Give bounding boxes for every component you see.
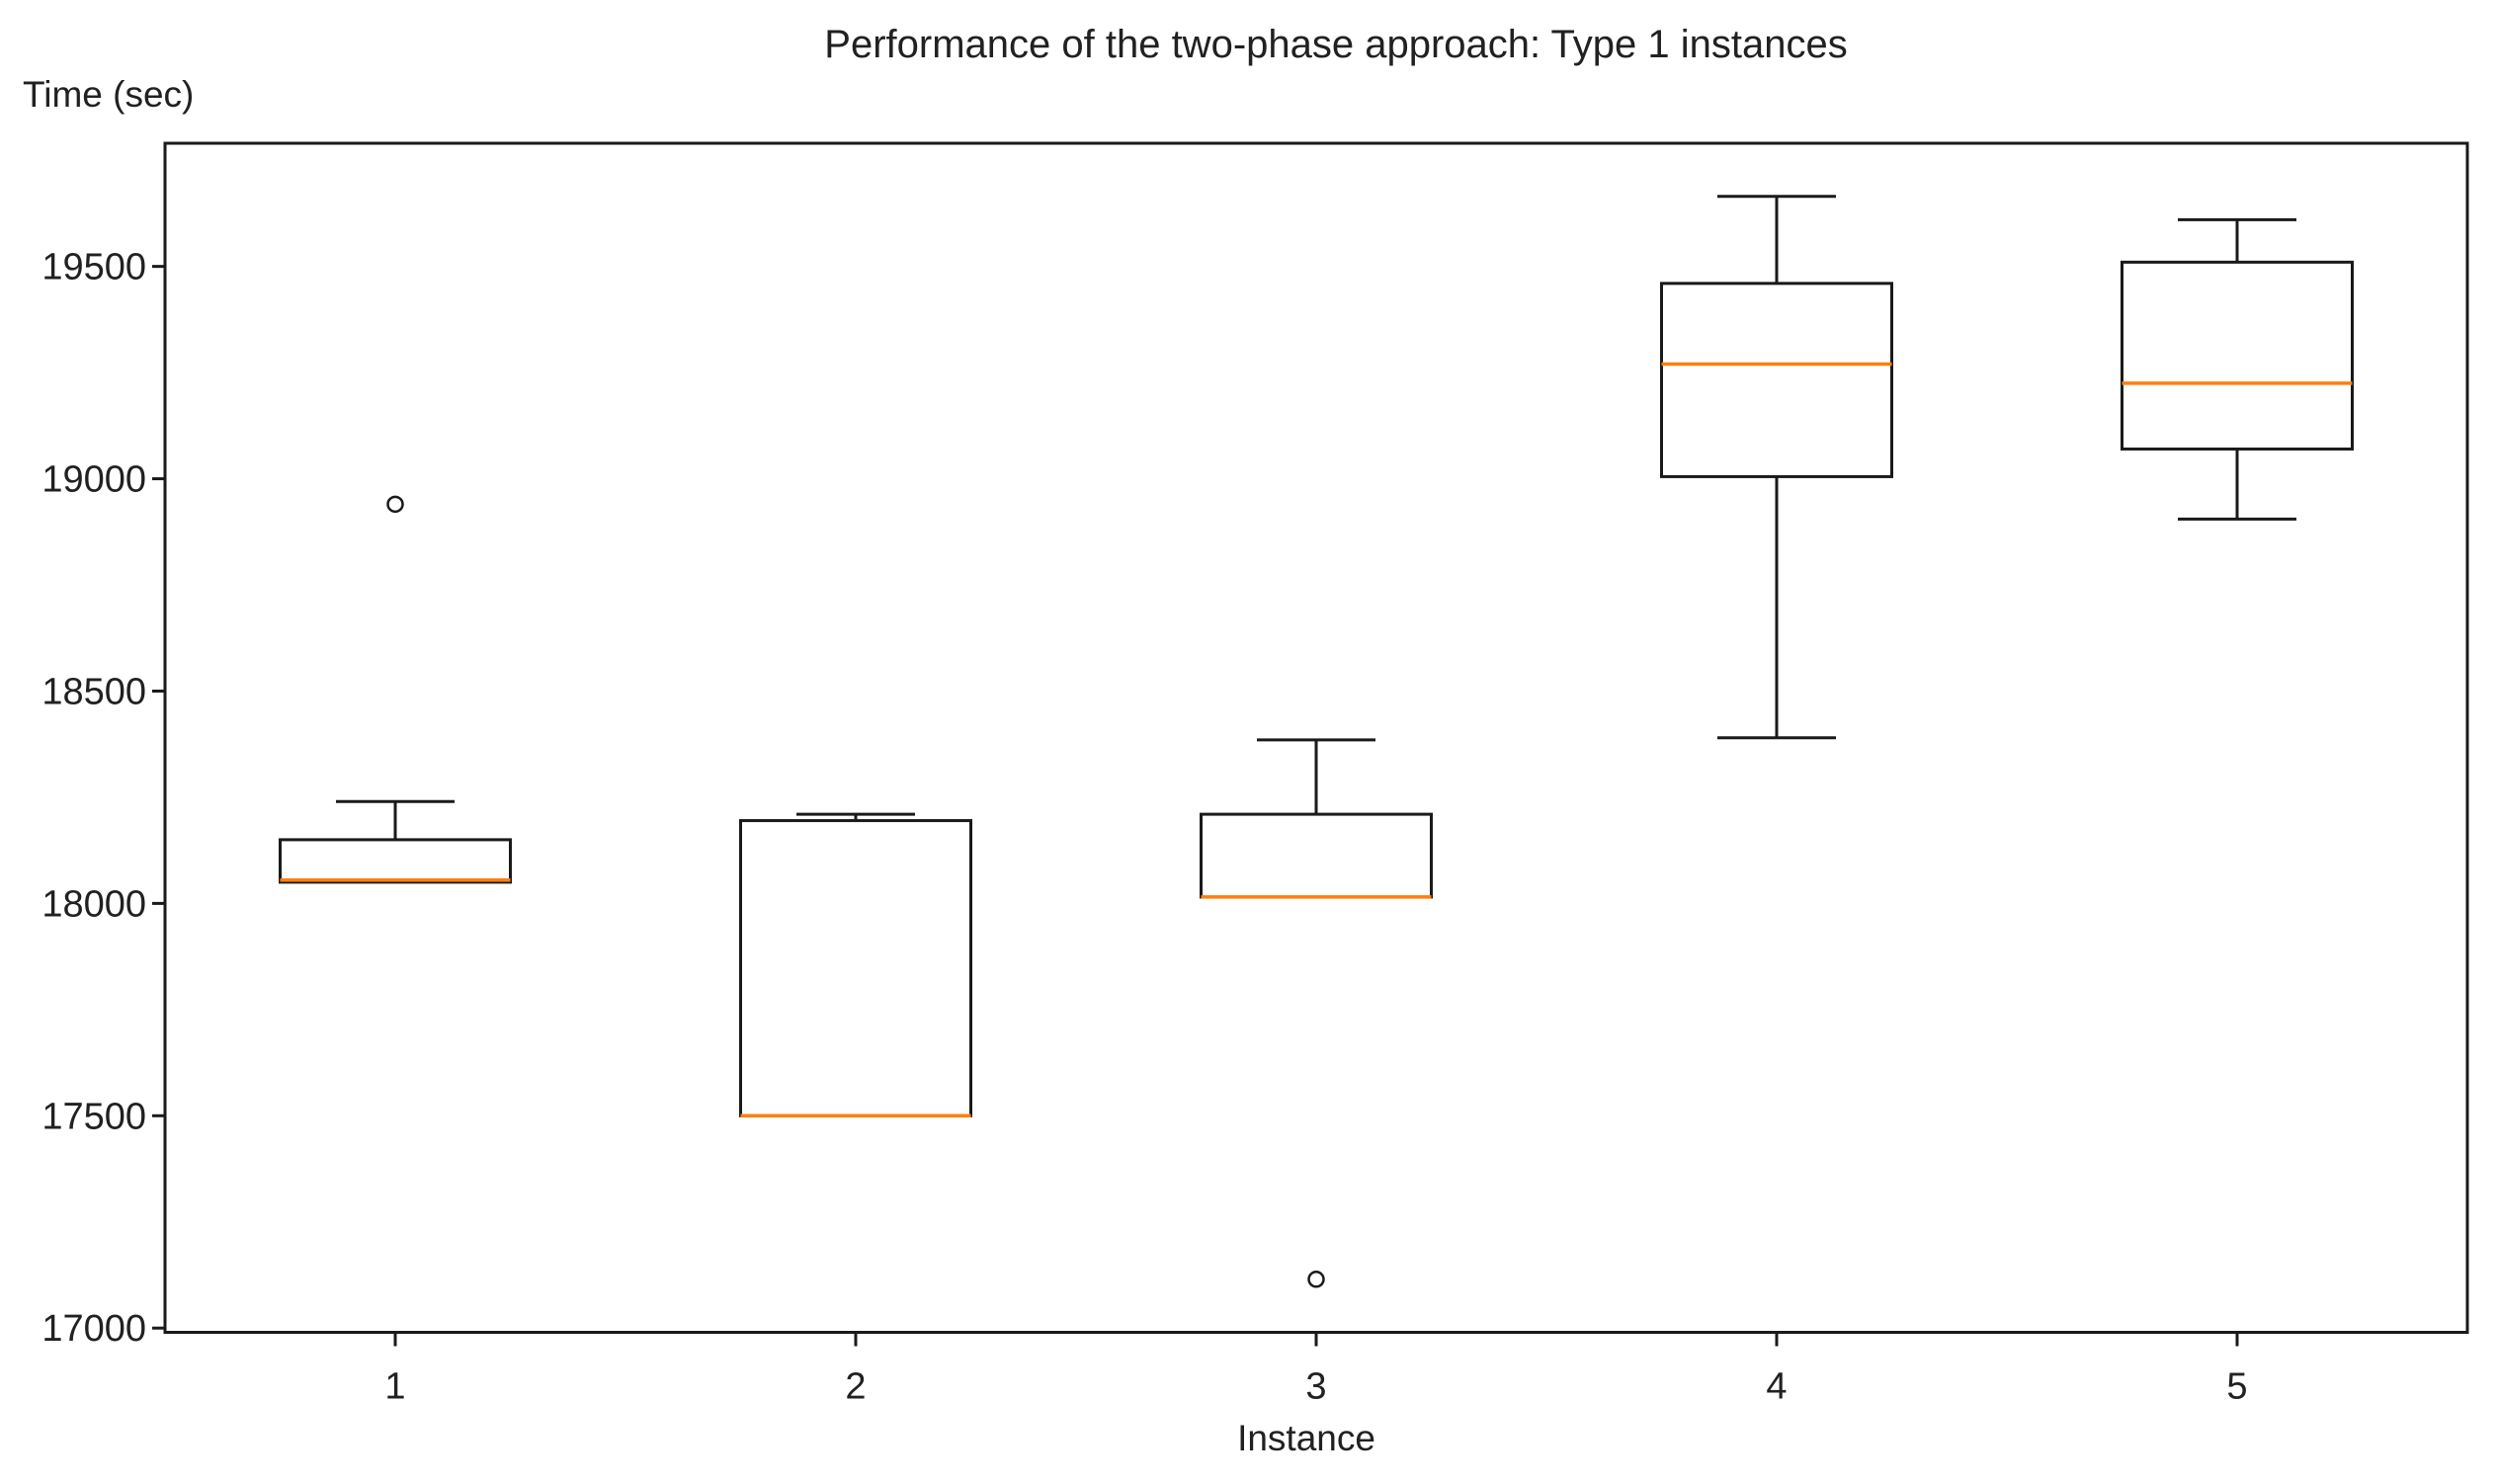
plot-area: 17000 17500 18000 18500 19000 19500 1 2 3 4 5 <box>42 141 2469 1408</box>
y-tick-label: 18000 <box>42 883 146 925</box>
x-tick-label: 4 <box>1766 1366 1787 1408</box>
x-tick-label: 2 <box>845 1366 866 1408</box>
iqr-box <box>1200 812 1433 899</box>
y-tick-label: 17000 <box>42 1308 146 1350</box>
outlier-point <box>386 495 404 514</box>
y-axis-label: Time (sec) <box>23 74 194 115</box>
iqr-box <box>739 819 972 1117</box>
iqr-box <box>1660 282 1893 478</box>
x-tick-label: 1 <box>384 1366 405 1408</box>
x-axis-label: Instance <box>1237 1418 1375 1458</box>
y-tick-label: 19500 <box>42 247 146 289</box>
iqr-box <box>2121 260 2354 451</box>
x-tick-label: 3 <box>1305 1366 1326 1408</box>
y-tick-label: 17500 <box>42 1096 146 1137</box>
y-tick-label: 18500 <box>42 671 146 712</box>
x-tick-label: 5 <box>2226 1366 2247 1408</box>
y-tick-label: 19000 <box>42 459 146 501</box>
iqr-box <box>279 838 512 884</box>
outlier-point <box>1307 1271 1325 1288</box>
chart-title: Performance of the two-phase approach: T… <box>824 23 1847 66</box>
